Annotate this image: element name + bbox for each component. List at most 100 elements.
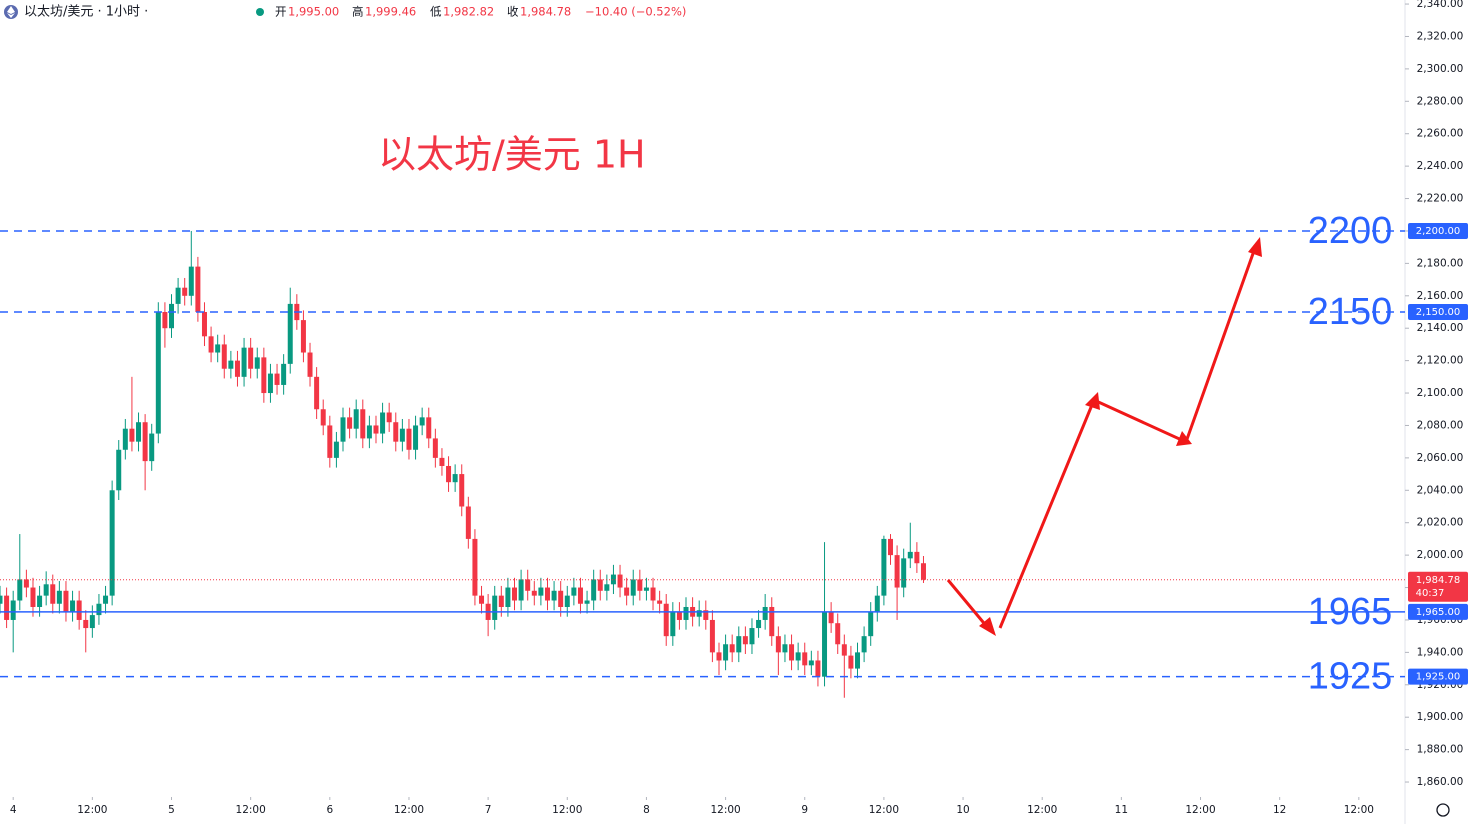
low-value: 1,982.82 [443,5,494,19]
level-tag-text: 2,200.00 [1416,226,1461,237]
last-price-text: 1,984.78 [1416,575,1461,586]
candle-body [914,551,920,564]
candle-body [591,579,597,601]
candle-body [248,347,254,369]
level-label: 1925 [1308,656,1393,698]
candle-body [136,422,142,442]
candle-body [208,336,214,353]
candle-body [894,555,900,588]
candle-body [43,584,49,596]
open-label: 开 [275,5,287,19]
candle-body [657,600,663,604]
candle-body [855,652,861,669]
candle-body [617,574,623,588]
candle-body [320,409,326,426]
candle-body [360,409,366,439]
candle-body [822,611,828,677]
candle-body [149,433,155,462]
candle-body [366,425,372,439]
arrow-head [1085,392,1100,410]
y-tick-label: 1,940.00 [1417,646,1464,658]
candle-body [874,595,880,612]
candle-body [604,584,610,591]
candle-body [558,590,564,607]
arrow-down [946,579,990,629]
y-tick-label: 2,240.00 [1417,160,1464,172]
candle-body [683,606,689,620]
x-tick-label: 7 [485,804,492,816]
x-tick-label: 12:00 [1185,804,1215,816]
candle-body [287,303,293,364]
candle-body [162,312,168,329]
candle-body [83,619,89,629]
candle-body [782,644,788,653]
candle-body [89,615,95,629]
symbol: 以太坊/美元 · 1小时 · [24,5,148,20]
candle-body [709,619,715,653]
candle-body [472,538,478,596]
y-tick-label: 2,280.00 [1417,95,1464,107]
x-tick-label: 9 [801,804,808,816]
candle-body [446,465,452,483]
x-tick-label: 12:00 [236,804,266,816]
x-tick-label: 12:00 [1344,804,1374,816]
candle-body [155,312,161,434]
y-tick-label: 2,180.00 [1417,257,1464,269]
candle-body [327,425,333,458]
change: −10.40 (−0.52%) [585,5,686,19]
candle-body [742,636,748,645]
level-label: 1965 [1308,591,1393,633]
candle-body [729,644,735,653]
x-tick-label: 8 [643,804,650,816]
y-tick-label: 2,120.00 [1417,355,1464,367]
candle-body [907,551,913,559]
candle-body [393,422,399,442]
candle-body [835,623,841,645]
y-tick-label: 1,880.00 [1417,744,1464,756]
level-tag [1408,222,1468,239]
x-tick-label: 12 [1273,804,1286,816]
status-dot [256,8,264,16]
candle-body [716,652,722,661]
candle-body [122,428,128,450]
candle-body [0,595,3,604]
candle-body [597,579,603,591]
candle-body [610,574,616,585]
y-tick-label: 1,900.00 [1417,711,1464,723]
candle-body [413,425,419,450]
candle-body [300,320,306,353]
candle-body [868,611,874,637]
settings-icon[interactable] [1436,803,1450,817]
level-label: 2200 [1308,210,1393,252]
candle-body [676,611,682,620]
candle-body [419,417,425,426]
candle-body [789,644,795,661]
countdown: 40:37 [1416,588,1445,599]
candle-body [841,644,847,656]
candle-body [234,360,240,377]
ohlc-legend: 开 1,995.00 高 1,999.46 低 1,982.82 收 1,984… [275,5,686,19]
x-tick-label: 12:00 [552,804,582,816]
candle-body [17,579,23,601]
y-tick-label: 2,020.00 [1417,517,1464,529]
arrow-head [1176,431,1192,446]
candle-body [920,563,926,580]
candle-body [696,610,702,617]
candle-body [215,344,221,353]
level-label: 2150 [1308,291,1393,333]
x-tick-label: 12:00 [1027,804,1057,816]
candle-body [815,660,821,677]
candle-body [281,363,287,385]
projection-arrows [946,237,1262,636]
close-value: 1,984.78 [520,5,571,19]
last-price-tag [1408,571,1468,602]
candle-body [23,579,29,588]
candle-body [762,606,768,620]
candle-body [432,438,438,458]
candle-body [736,636,742,653]
candle-body [887,538,893,556]
candle-body [373,425,379,434]
candle-body [195,266,201,313]
candle-body [30,587,36,607]
